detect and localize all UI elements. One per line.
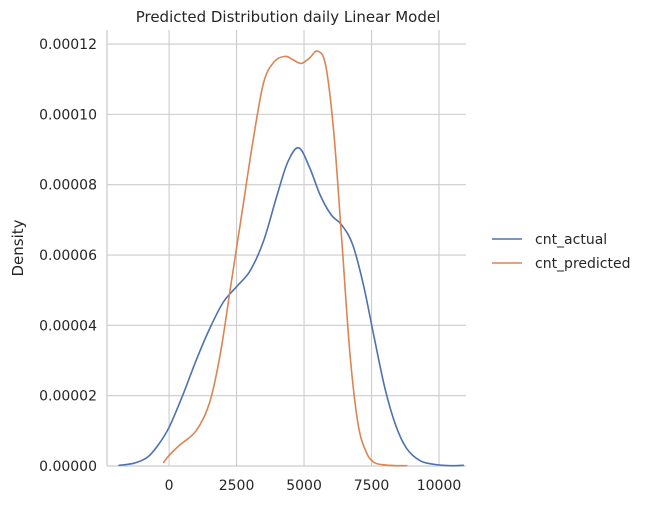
- x-tick-label: 10000: [417, 478, 462, 494]
- y-tick-label: 0.00008: [39, 178, 97, 194]
- labels: Predicted Distribution daily Linear Mode…: [9, 8, 440, 277]
- chart-title: Predicted Distribution daily Linear Mode…: [136, 8, 441, 26]
- x-tick-label: 5000: [286, 478, 322, 494]
- y-axis-label: Density: [9, 219, 27, 276]
- x-tick-label: 7500: [354, 478, 390, 494]
- legend: cnt_actual cnt_predicted: [492, 232, 630, 272]
- y-tick-label: 0.00012: [39, 37, 97, 53]
- grid: [107, 30, 466, 467]
- y-tick-label: 0.00000: [39, 459, 97, 475]
- y-tick-label: 0.00002: [39, 389, 97, 405]
- y-tick-label: 0.00010: [39, 107, 97, 123]
- y-tick-label: 0.00006: [39, 248, 97, 264]
- legend-label: cnt_actual: [535, 232, 607, 248]
- series-lines: [118, 50, 465, 467]
- x-tick-label: 2500: [219, 478, 255, 494]
- legend-label: cnt_predicted: [535, 256, 630, 272]
- series-line-cnt-actual: [118, 146, 465, 467]
- x-tick-label: 0: [165, 478, 174, 494]
- series-line-cnt-predicted: [162, 50, 408, 467]
- y-tick-label: 0.00004: [39, 318, 97, 334]
- axes: 0 2500 5000 7500 10000 0.00000 0.00002 0.00004 0…: [39, 30, 466, 494]
